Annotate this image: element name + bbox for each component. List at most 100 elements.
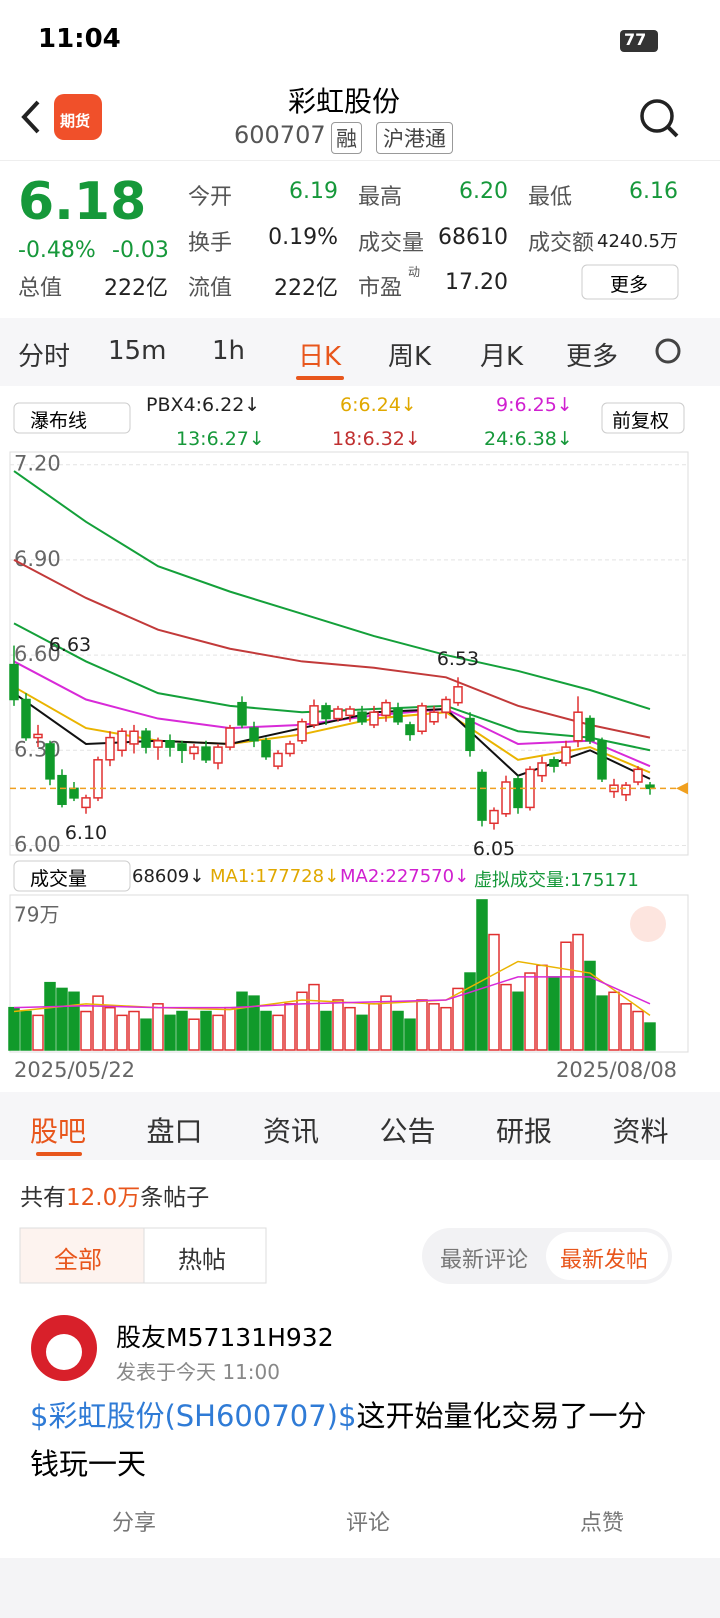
sort[interactable]: 最新评论 xyxy=(440,1248,529,1273)
settings-icon[interactable] xyxy=(655,338,681,364)
bottom-tab[interactable]: 公告 xyxy=(379,1115,436,1148)
tag: 沪港通 xyxy=(376,122,453,154)
post-action[interactable]: 点赞 xyxy=(580,1511,625,1536)
candle-body xyxy=(357,711,367,723)
post-action[interactable]: 分享 xyxy=(112,1511,157,1536)
extreme-label: 6.10 xyxy=(65,822,107,844)
candle-body xyxy=(477,771,487,821)
bottom-tab[interactable]: 研报 xyxy=(496,1115,553,1148)
volume-bar xyxy=(524,972,536,1051)
indicator-line xyxy=(13,559,651,739)
candle-body xyxy=(573,711,583,742)
volume-bar xyxy=(272,1014,284,1051)
field-label: 最高 xyxy=(358,185,403,210)
filter[interactable]: 全部 xyxy=(54,1246,102,1274)
volume-ma-line xyxy=(13,960,651,1016)
volume-bar xyxy=(284,1003,296,1051)
field-value: 6.16 xyxy=(629,179,678,204)
volume-bar xyxy=(356,1014,368,1051)
status-time: 11:04 xyxy=(38,24,121,54)
volume-bar xyxy=(584,960,596,1051)
candle-body xyxy=(549,759,559,767)
volume-bar xyxy=(632,1010,644,1051)
date-end: 2025/08/08 xyxy=(556,1058,678,1082)
volume-ma-line xyxy=(13,976,651,1009)
candle-body xyxy=(333,708,343,720)
candle-body xyxy=(33,733,43,739)
volume-bar xyxy=(392,1010,404,1051)
post-link[interactable]: $彩虹股份(SH600707)$ xyxy=(30,1399,357,1433)
price-frame xyxy=(9,451,689,856)
indicator-line xyxy=(13,470,651,710)
adjust-select[interactable] xyxy=(601,402,685,434)
date-start: 2025/05/22 xyxy=(14,1058,136,1082)
more-button-bg[interactable] xyxy=(581,264,679,300)
volume-bar xyxy=(212,1014,224,1051)
post-time: 发表于今天 11:00 xyxy=(116,1360,280,1384)
field-value: 68610 xyxy=(438,225,508,250)
filter[interactable]: 热帖 xyxy=(178,1246,226,1274)
period-tab[interactable]: 更多 xyxy=(566,342,619,372)
volume-bar xyxy=(452,987,464,1051)
stock-name: 彩虹股份 xyxy=(288,85,401,118)
period-tab[interactable]: 月K xyxy=(480,342,524,372)
post-user[interactable]: 股友M57131H932 xyxy=(116,1323,334,1352)
candle-body xyxy=(45,743,55,780)
sort-active[interactable] xyxy=(546,1232,668,1280)
volume-bar xyxy=(260,1010,272,1051)
candle-body xyxy=(297,720,307,742)
tab-bar-bg xyxy=(0,318,720,386)
change-pct: -0.48% xyxy=(18,238,96,263)
candle-body xyxy=(165,740,175,748)
back-icon[interactable] xyxy=(21,100,40,134)
more-button[interactable]: 更多 xyxy=(610,274,649,296)
period-tab[interactable]: 15m xyxy=(108,336,167,366)
y-tick-label: 6.60 xyxy=(14,642,61,666)
volume-bar xyxy=(404,1018,416,1051)
field-label: 成交量 xyxy=(358,231,425,256)
candle-body xyxy=(153,740,163,748)
period-tab[interactable]: 周K xyxy=(388,342,432,372)
filter-active[interactable] xyxy=(19,1227,145,1284)
bottom-tab[interactable]: 资讯 xyxy=(263,1115,320,1148)
period-tab[interactable]: 日K xyxy=(298,342,342,372)
volume-name[interactable]: 成交量 xyxy=(30,868,88,890)
volume-bar xyxy=(80,1010,92,1051)
bottom-tab-indicator xyxy=(36,1152,82,1156)
expand-icon[interactable] xyxy=(630,906,666,942)
indicator-value: PBX4:6.22↓ xyxy=(146,394,261,416)
volume-select[interactable] xyxy=(13,860,131,892)
volume-bar xyxy=(476,899,488,1051)
indicator-select[interactable] xyxy=(13,402,131,434)
field-label: 市盈 xyxy=(358,276,403,301)
futures-badge[interactable] xyxy=(54,94,102,140)
bottom-tab[interactable]: 股吧 xyxy=(30,1115,87,1148)
post-action[interactable]: 评论 xyxy=(346,1511,391,1536)
search-icon[interactable] xyxy=(640,99,674,133)
bottom-tab[interactable]: 资料 xyxy=(612,1115,669,1148)
indicator-name[interactable]: 瀑布线 xyxy=(30,410,88,432)
field-value: 4240.5万 xyxy=(597,231,678,252)
volume-bar xyxy=(296,991,308,1051)
volume-bar xyxy=(308,983,320,1051)
volume-bar xyxy=(140,1018,152,1051)
period-tab[interactable]: 1h xyxy=(212,336,246,366)
volume-bar xyxy=(644,1022,656,1051)
volume-bar xyxy=(176,1010,188,1051)
volume-bar xyxy=(20,1010,32,1051)
count: 12.0万 xyxy=(66,1185,141,1211)
adjust-mode[interactable]: 前复权 xyxy=(612,410,670,432)
candle-body xyxy=(237,701,247,726)
candle-body xyxy=(453,686,463,704)
prefix: 共有 xyxy=(20,1185,66,1211)
y-tick-label: 7.20 xyxy=(14,452,61,476)
bottom-tab[interactable]: 盘口 xyxy=(146,1115,203,1148)
sort[interactable]: 最新发帖 xyxy=(560,1248,649,1273)
volume-bar xyxy=(332,999,344,1051)
indicator-value: 13:6.27↓ xyxy=(176,428,265,450)
period-tab[interactable]: 分时 xyxy=(18,342,71,372)
candle-body xyxy=(249,727,259,742)
indicator-value: 9:6.25↓ xyxy=(496,394,573,416)
candle-body xyxy=(309,705,319,726)
